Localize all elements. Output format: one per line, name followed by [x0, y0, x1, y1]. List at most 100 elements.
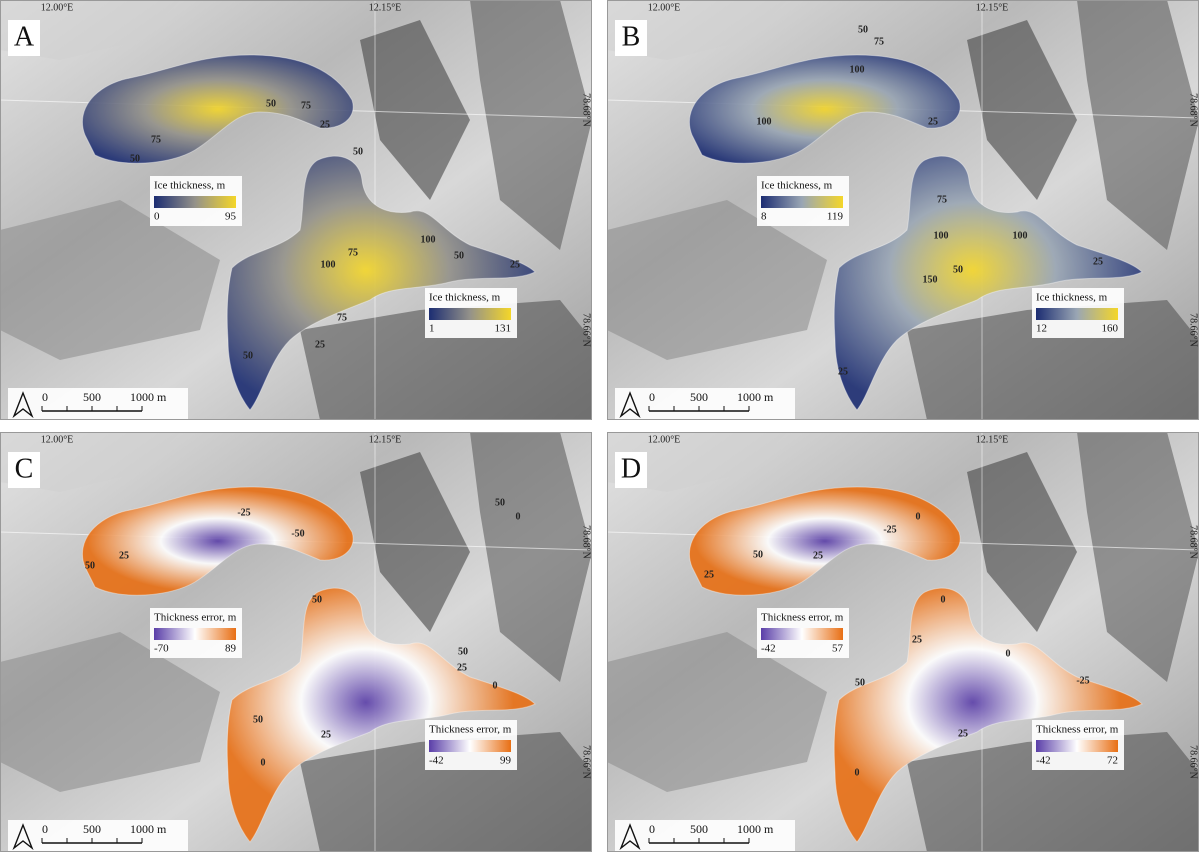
legend-colorbar	[429, 740, 511, 752]
scale-label: 1000 m	[130, 390, 167, 404]
legend-max: 57	[832, 643, 844, 655]
contour-label: 100	[321, 259, 336, 270]
scale-label: 0	[42, 390, 48, 404]
contour-label: 25	[958, 728, 968, 739]
map-area: 50 75 100 25 100 75 100 100 50 150 25 25 Ice thickne…	[607, 0, 1199, 420]
contour-label: 50	[858, 24, 868, 35]
contour-label: 0	[493, 680, 498, 691]
contour-label: 25	[1093, 256, 1103, 267]
longitude-label: 12.15°E	[976, 434, 1009, 445]
legend-max: 72	[1107, 755, 1118, 767]
contour-label: 0	[516, 511, 521, 522]
contour-label: 25	[457, 662, 467, 673]
legend-min: -42	[429, 755, 444, 767]
contour-label: 100	[757, 116, 772, 127]
longitude-label: 12.00°E	[648, 434, 681, 445]
legend-title: Ice thickness, m	[761, 180, 833, 192]
figure: 507525755050751001005025752550Ice thickn…	[0, 0, 1199, 852]
contour-label: -25	[883, 524, 896, 535]
contour-label: 25	[510, 259, 520, 270]
legend-title: Thickness error, m	[154, 612, 237, 624]
contour-label: 50	[855, 677, 865, 688]
legend-max: 119	[827, 211, 844, 223]
scale-label: 1000 m	[737, 390, 774, 404]
scale-label: 0	[649, 390, 655, 404]
latitude-label: 78.66°N	[1188, 745, 1199, 779]
legend-colorbar	[1036, 740, 1118, 752]
legend-colorbar	[1036, 308, 1118, 320]
latitude-label: 78.68°N	[581, 525, 592, 559]
latitude-label: 78.68°N	[1188, 525, 1199, 559]
contour-label: 50	[753, 549, 763, 560]
contour-label: -50	[291, 528, 304, 539]
scale-label: 500	[690, 390, 708, 404]
contour-label: 50	[458, 646, 468, 657]
legend-title: Thickness error, m	[429, 724, 512, 736]
panel-letter: D	[621, 453, 641, 484]
map-area: 0-25255025025050-25250Thickness error, m…	[607, 432, 1199, 852]
longitude-label: 12.15°E	[369, 2, 402, 13]
legend-min: 1	[429, 323, 435, 335]
contour-label: 0	[941, 594, 946, 605]
panel-letter: B	[622, 21, 641, 52]
legend-colorbar	[761, 196, 843, 208]
legend: Ice thickness, m 1 131	[425, 288, 517, 338]
legend: Ice thickness, m 8 119	[757, 176, 849, 226]
legend-min: -42	[761, 643, 776, 655]
contour-label: 75	[337, 312, 347, 323]
legend-title: Ice thickness, m	[429, 292, 501, 304]
contour-label: -25	[1076, 675, 1089, 686]
legend: Thickness error, m -42 72	[1032, 720, 1124, 770]
latitude-label: 78.66°N	[1188, 313, 1199, 347]
contour-label: 100	[934, 230, 949, 241]
legend-max: 95	[225, 211, 237, 223]
legend-min: 0	[154, 211, 160, 223]
scale-label: 500	[83, 390, 101, 404]
latitude-label: 78.66°N	[581, 313, 592, 347]
legend-min: 8	[761, 211, 767, 223]
legend-min: -42	[1036, 755, 1051, 767]
contour-label: 50	[266, 98, 276, 109]
longitude-label: 12.15°E	[369, 434, 402, 445]
latitude-label: 78.68°N	[581, 93, 592, 127]
scale-label: 0	[649, 822, 655, 836]
scale-label: 0	[42, 822, 48, 836]
contour-label: 75	[937, 194, 947, 205]
legend-min: 12	[1036, 323, 1047, 335]
legend-title: Thickness error, m	[1036, 724, 1119, 736]
contour-label: 75	[151, 134, 161, 145]
longitude-label: 12.00°E	[41, 2, 74, 13]
contour-label: 0	[855, 767, 860, 778]
contour-label: 0	[1006, 648, 1011, 659]
contour-label: 25	[928, 116, 938, 127]
legend-colorbar	[154, 628, 236, 640]
contour-label: 100	[850, 64, 865, 75]
contour-label: 100	[1013, 230, 1028, 241]
contour-label: 25	[838, 366, 848, 377]
contour-label: 75	[874, 36, 884, 47]
contour-label: 50	[953, 264, 963, 275]
map-panel: 0-25255025025050-25250Thickness error, m…	[607, 432, 1199, 852]
scale-label: 1000 m	[130, 822, 167, 836]
panel-letter: C	[15, 453, 34, 484]
legend: Ice thickness, m12160	[1032, 288, 1124, 338]
legend-title: Ice thickness, m	[1036, 292, 1108, 304]
contour-label: 50	[130, 153, 140, 164]
contour-label: 50	[85, 560, 95, 571]
legend-min: -70	[154, 643, 169, 655]
scale-label: 500	[690, 822, 708, 836]
contour-label: 50	[243, 350, 253, 361]
latitude-label: 78.66°N	[581, 745, 592, 779]
legend-max: 89	[225, 643, 237, 655]
map-panel: 50 75 100 25 100 75 100 100 50 150 25 25 Ice thickne…	[607, 0, 1199, 420]
contour-label: 150	[923, 274, 938, 285]
contour-label: -25	[237, 507, 250, 518]
legend-colorbar	[429, 308, 511, 320]
map-panel: 500-25-502550505025050250Thickness error…	[0, 432, 592, 852]
legend-max: 131	[495, 323, 512, 335]
scale-label: 1000 m	[737, 822, 774, 836]
